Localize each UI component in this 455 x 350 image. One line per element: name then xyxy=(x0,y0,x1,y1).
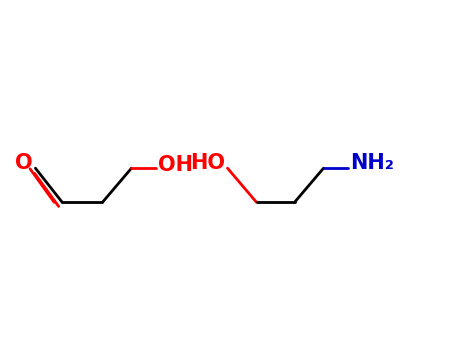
Text: OH: OH xyxy=(158,155,193,175)
Text: HO: HO xyxy=(190,153,225,173)
Text: NH₂: NH₂ xyxy=(350,153,394,173)
Text: O: O xyxy=(15,153,33,173)
